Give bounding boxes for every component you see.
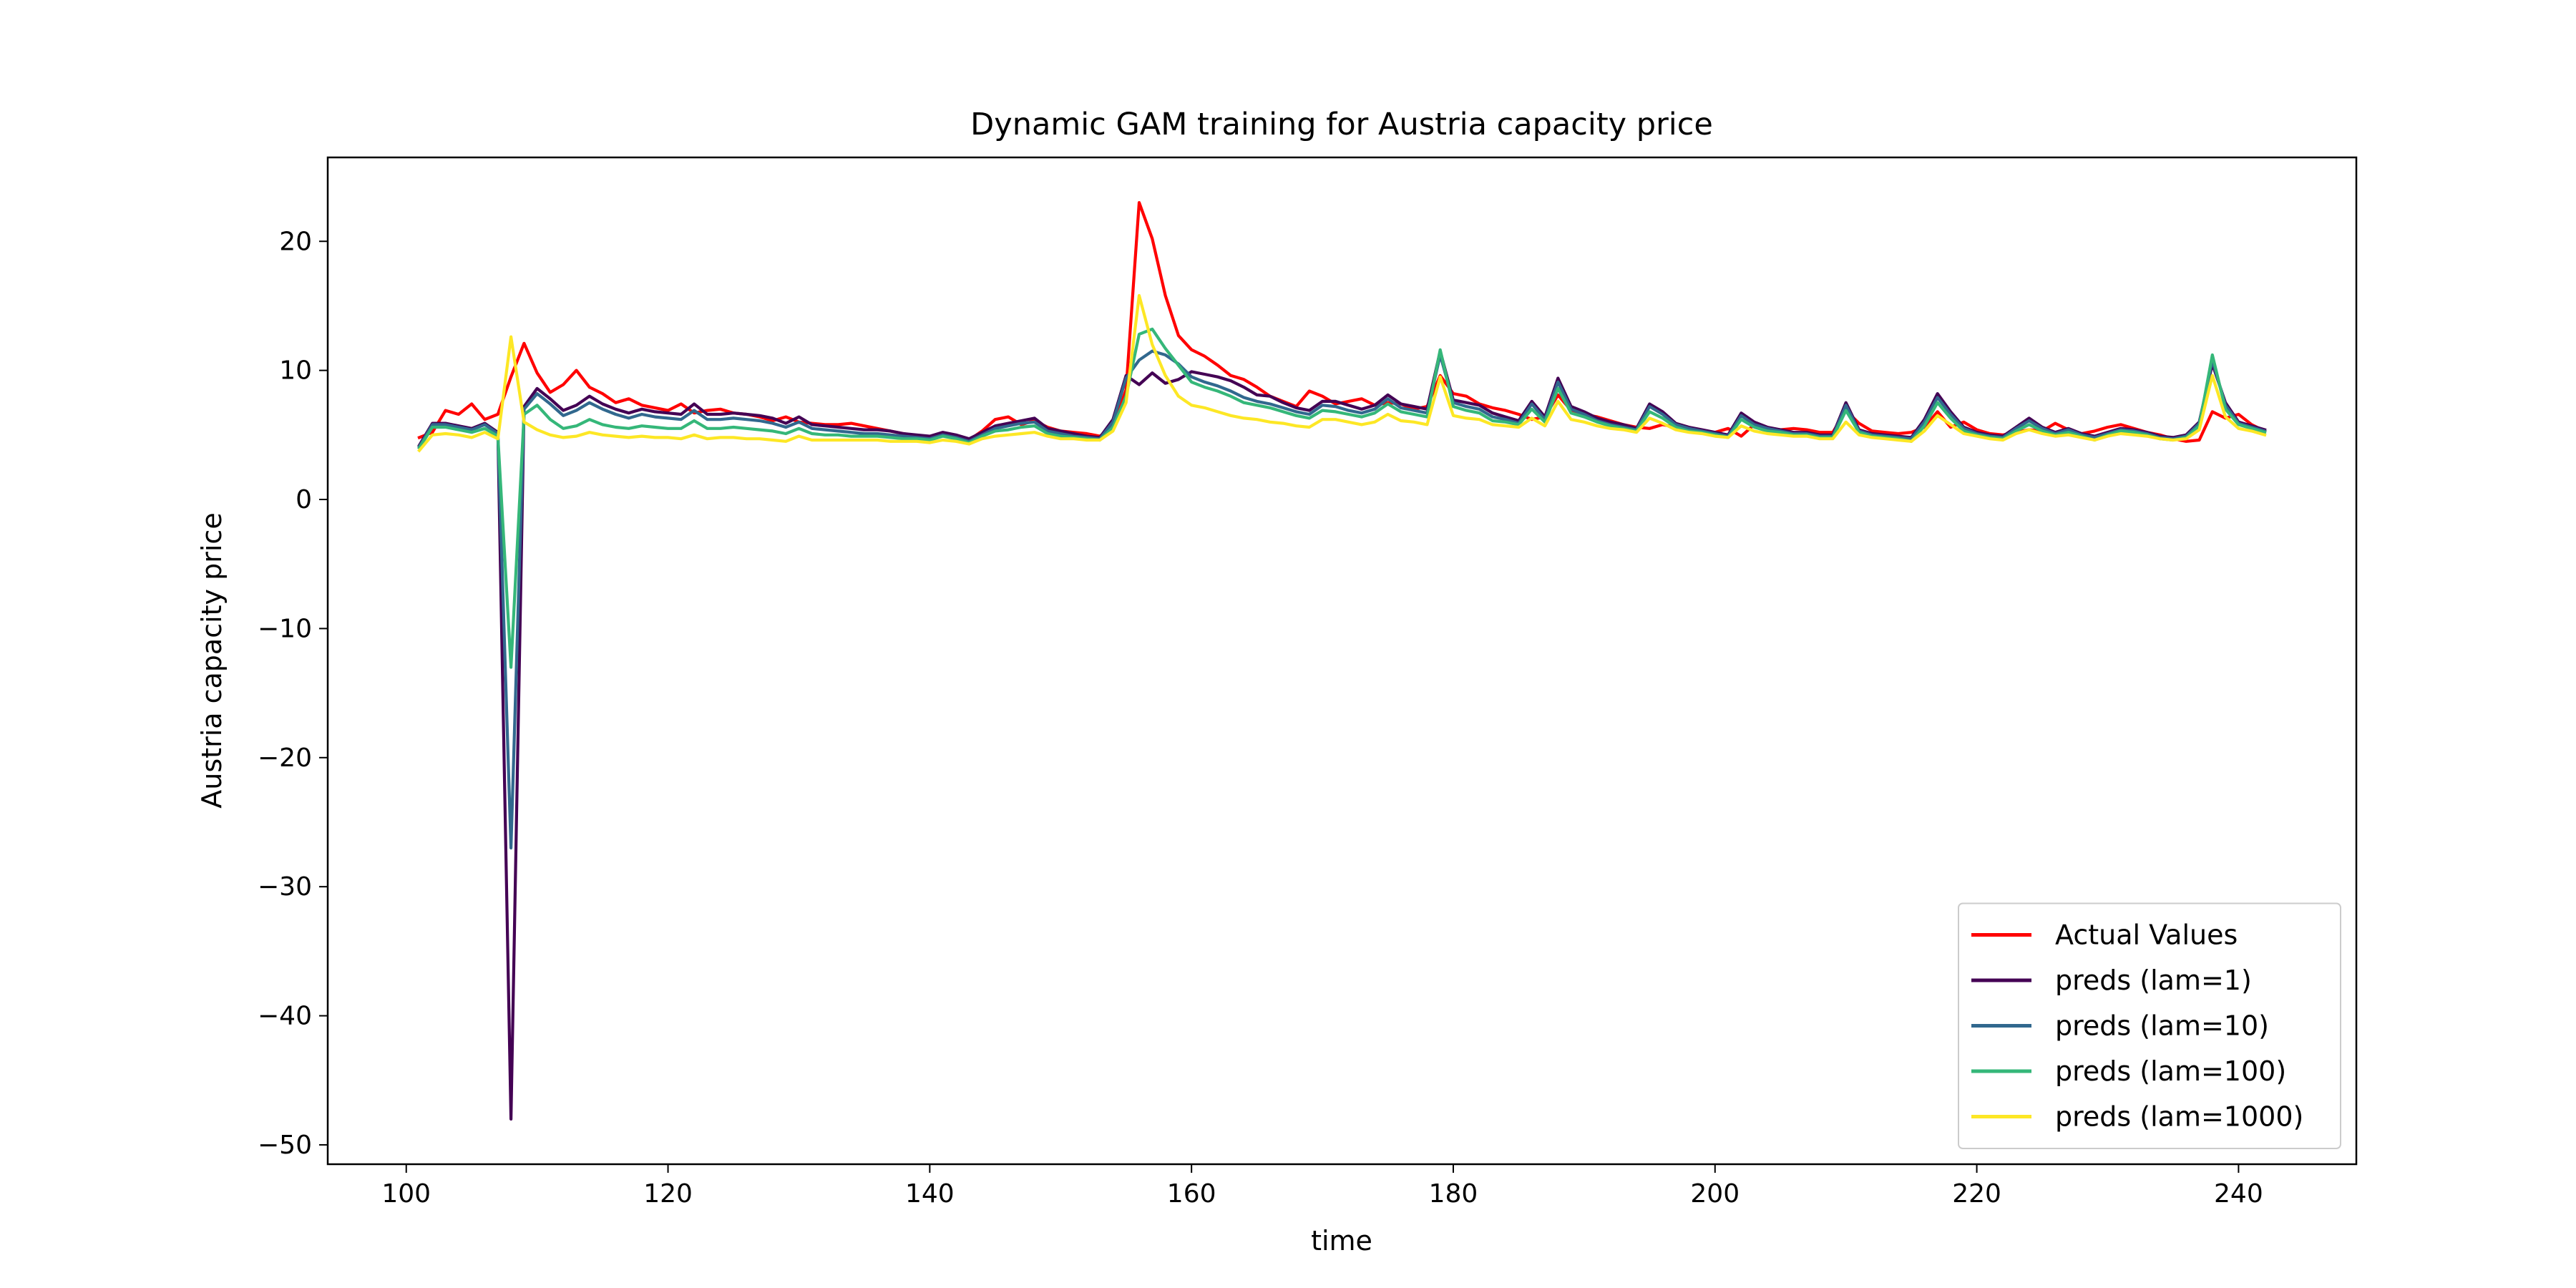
legend-label-0: Actual Values	[2055, 919, 2238, 951]
legend-label-4: preds (lam=1000)	[2055, 1101, 2303, 1133]
x-tick-label: 160	[1167, 1179, 1216, 1209]
x-tick-label: 180	[1429, 1179, 1478, 1209]
x-axis-label: time	[1311, 1225, 1372, 1257]
y-tick-label: −30	[258, 872, 312, 902]
x-tick-label: 120	[643, 1179, 693, 1209]
y-tick-label: 10	[279, 356, 312, 386]
y-tick-label: −40	[258, 1002, 312, 1031]
y-tick-label: 0	[296, 485, 312, 514]
legend-box	[1958, 902, 2341, 1149]
y-tick-label: −20	[258, 743, 312, 773]
y-axis-label: Austria capacity price	[196, 512, 228, 808]
y-tick-label: −50	[258, 1131, 312, 1160]
x-tick-label: 100	[381, 1179, 431, 1209]
y-tick-label: −10	[258, 614, 312, 643]
legend-label-3: preds (lam=100)	[2055, 1055, 2286, 1087]
chart-title: Dynamic GAM training for Austria capacit…	[970, 107, 1713, 142]
series-line-4	[417, 293, 2267, 453]
series-layer	[417, 201, 2267, 1121]
legend: Actual Values preds (lam=1) preds (lam=10)…	[1958, 902, 2341, 1149]
x-tick-label: 220	[1952, 1179, 2001, 1209]
x-tick-label: 140	[905, 1179, 955, 1209]
y-tick-label: 20	[279, 227, 312, 256]
x-tick-label: 200	[1690, 1179, 1740, 1209]
legend-label-2: preds (lam=10)	[2055, 1010, 2269, 1042]
series-line-3	[417, 327, 2267, 669]
plot-frame	[326, 156, 2358, 1166]
y-axis-ticks: −50 −40 −30 −20 −10 0 10 20	[258, 227, 328, 1160]
x-axis-ticks: 100 120 140 160 180 200 220 240	[381, 1164, 2263, 1209]
x-tick-label: 240	[2214, 1179, 2263, 1209]
series-line-2	[417, 349, 2267, 850]
legend-label-1: preds (lam=1)	[2055, 965, 2252, 996]
